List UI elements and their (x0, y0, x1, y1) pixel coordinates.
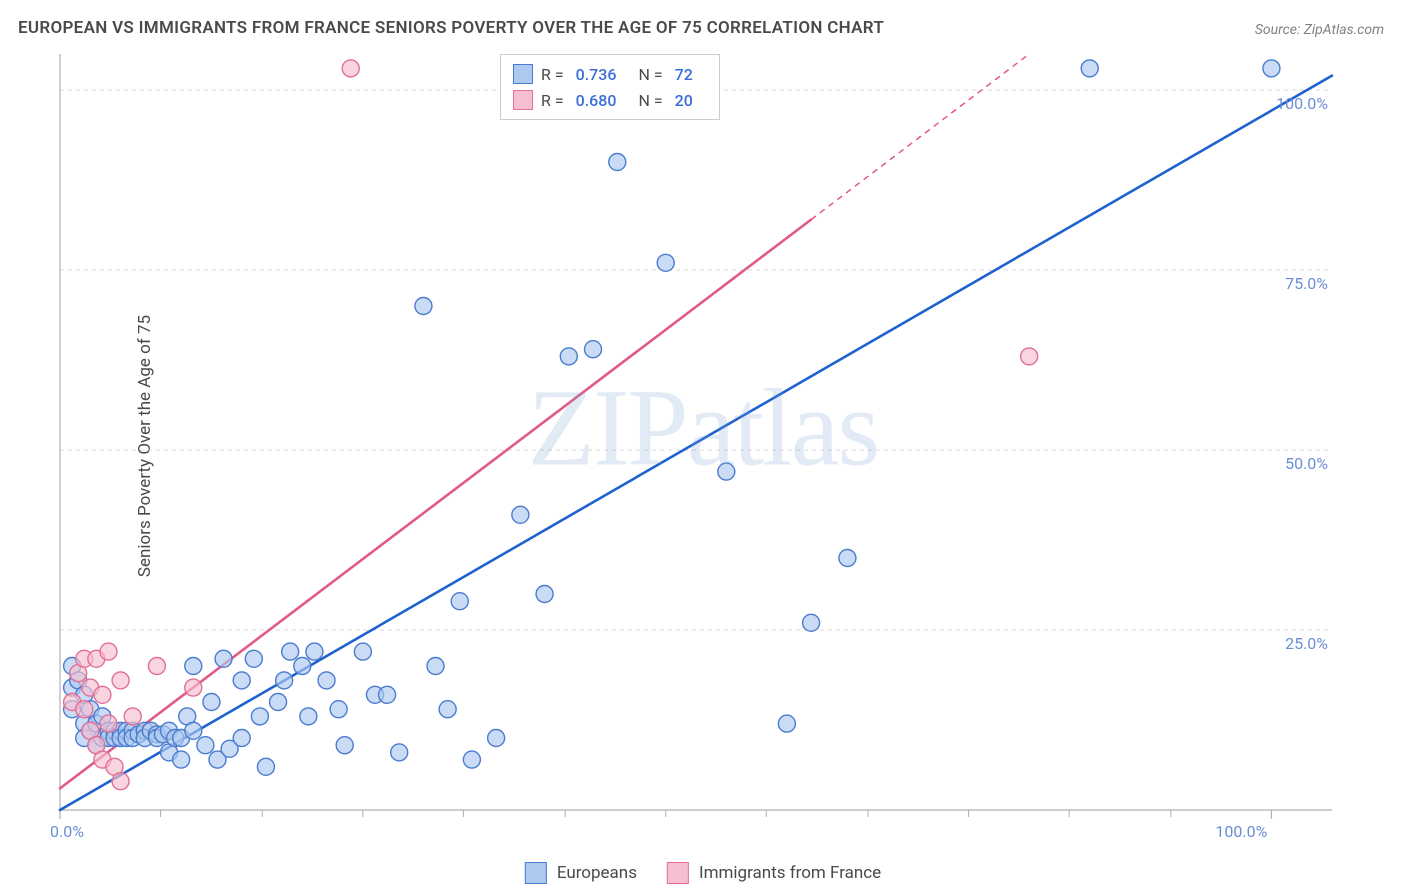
legend-item-europeans: Europeans (525, 862, 637, 884)
swatch-icon (513, 90, 533, 110)
legend-row-europeans: R = 0.736 N = 72 (513, 61, 707, 87)
swatch-icon (667, 862, 689, 884)
legend-row-france: R = 0.680 N = 20 (513, 87, 707, 113)
y-tick-label: 75.0% (1285, 274, 1328, 293)
legend-label: Europeans (557, 863, 637, 883)
chart-title: EUROPEAN VS IMMIGRANTS FROM FRANCE SENIO… (18, 18, 884, 38)
swatch-icon (525, 862, 547, 884)
series-legend: Europeans Immigrants from France (525, 862, 881, 884)
x-tick-label: 100.0% (1215, 822, 1267, 841)
legend-label: Immigrants from France (699, 863, 881, 883)
y-tick-label: 100.0% (1276, 94, 1328, 113)
legend-item-france: Immigrants from France (667, 862, 881, 884)
y-tick-label: 50.0% (1285, 454, 1328, 473)
y-tick-label: 25.0% (1285, 634, 1328, 653)
source-label: Source: ZipAtlas.com (1255, 22, 1384, 38)
scatter-plot (56, 50, 1336, 840)
swatch-icon (513, 64, 533, 84)
correlation-legend: R = 0.736 N = 72 R = 0.680 N = 20 (500, 54, 720, 120)
x-tick-label: 0.0% (50, 822, 84, 841)
